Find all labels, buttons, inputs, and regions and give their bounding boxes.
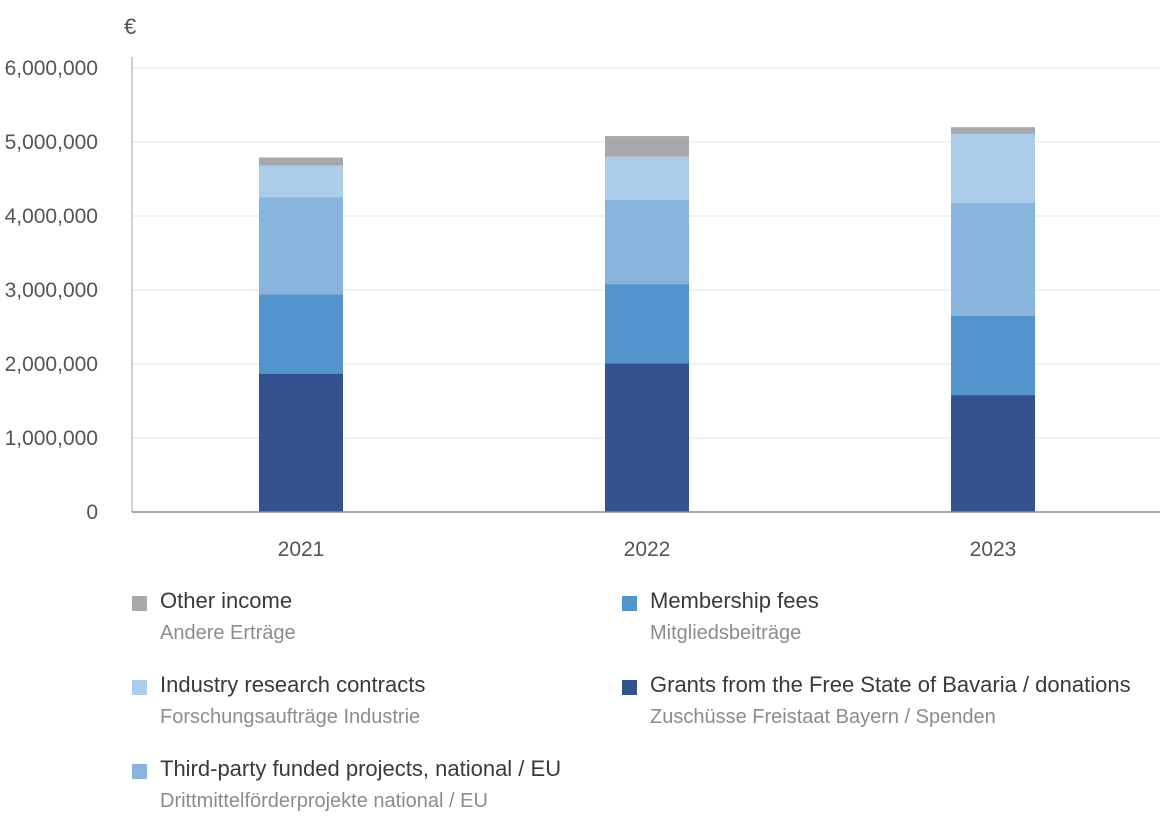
legend-sublabel: Drittmittelförderprojekte national / EU bbox=[160, 790, 488, 812]
y-tick-label: 0 bbox=[86, 501, 98, 524]
y-axis-unit-label: € bbox=[124, 14, 136, 39]
x-tick-label-2021: 2021 bbox=[278, 538, 325, 561]
stacked-bar-chart: € 0 1,000,000 2,000,000 3,000,000 4,000,000 5… bbox=[5, 14, 1160, 561]
legend-label: Grants from the Free State of Bavaria / … bbox=[650, 672, 1131, 697]
bar-segment-third_party-2022 bbox=[605, 199, 689, 285]
bar-segment-membership-2021 bbox=[259, 294, 343, 374]
legend-sublabel: Forschungsaufträge Industrie bbox=[160, 706, 421, 728]
legend-label: Industry research contracts bbox=[160, 672, 426, 697]
y-tick-label: 6,000,000 bbox=[5, 57, 98, 80]
y-tick-label: 3,000,000 bbox=[5, 279, 98, 302]
bar-segment-membership-2023 bbox=[951, 315, 1035, 396]
y-axis-tick-labels: 0 1,000,000 2,000,000 3,000,000 4,000,000 5,0… bbox=[5, 57, 98, 524]
y-tick-label: 2,000,000 bbox=[5, 353, 98, 376]
legend-sublabel: Zuschüsse Freistaat Bayern / Spenden bbox=[650, 706, 996, 728]
bar-segment-grants-2023 bbox=[951, 395, 1035, 512]
legend-swatch-grants bbox=[622, 680, 637, 695]
legend-swatch-membership-fees bbox=[622, 596, 637, 611]
y-tick-label: 5,000,000 bbox=[5, 131, 98, 154]
bar-segment-other-2021 bbox=[259, 157, 343, 166]
bar-segment-industry-2022 bbox=[605, 156, 689, 200]
legend-swatch-third-party-projects bbox=[132, 764, 147, 779]
bar-segment-grants-2021 bbox=[259, 373, 343, 512]
bar-segment-membership-2022 bbox=[605, 284, 689, 364]
bar-segment-grants-2022 bbox=[605, 363, 689, 512]
bar-segment-other-2022 bbox=[605, 136, 689, 157]
x-tick-label-2022: 2022 bbox=[624, 538, 671, 561]
legend-label: Membership fees bbox=[650, 588, 819, 613]
bar-segment-industry-2023 bbox=[951, 133, 1035, 203]
bars bbox=[259, 127, 1035, 512]
x-tick-label-2023: 2023 bbox=[970, 538, 1017, 561]
legend: Other income Andere Erträge Membership f… bbox=[0, 588, 1170, 832]
legend-sublabel: Mitgliedsbeiträge bbox=[650, 622, 802, 644]
bar-segment-third_party-2021 bbox=[259, 197, 343, 295]
legend-label: Other income bbox=[160, 588, 293, 613]
legend-swatch-other-income bbox=[132, 596, 147, 611]
y-tick-label: 4,000,000 bbox=[5, 205, 98, 228]
legend-sublabel: Andere Erträge bbox=[160, 622, 296, 644]
bar-segment-industry-2021 bbox=[259, 165, 343, 198]
legend-swatch-industry-research-contracts bbox=[132, 680, 147, 695]
bar-segment-third_party-2023 bbox=[951, 202, 1035, 316]
legend-label: Third-party funded projects, national / … bbox=[160, 756, 562, 781]
x-axis-tick-labels: 2021 2022 2023 bbox=[278, 538, 1017, 561]
bar-segment-other-2023 bbox=[951, 127, 1035, 134]
y-tick-label: 1,000,000 bbox=[5, 427, 98, 450]
